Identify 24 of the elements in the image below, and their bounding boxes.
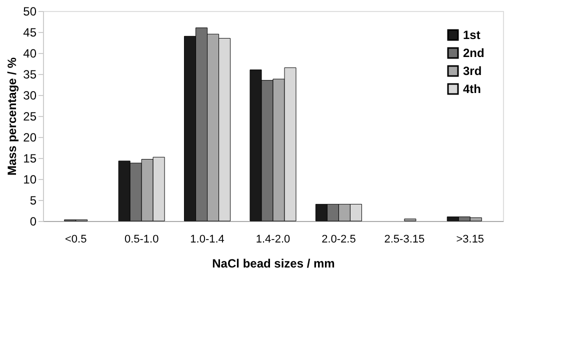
y-tick-label: 35 (23, 68, 37, 82)
y-tick-label: 15 (23, 152, 37, 166)
y-tick-label: 5 (30, 194, 37, 208)
y-tick-label: 20 (23, 130, 37, 144)
x-tick-label: 1.0-1.4 (190, 234, 224, 246)
y-axis-title: Mass percentage / % (5, 57, 20, 176)
x-tick-label: 2.5-3.15 (384, 234, 425, 246)
legend-label: 1st (463, 28, 480, 42)
y-tick-label: 30 (23, 88, 37, 102)
legend-label: 4th (463, 82, 481, 96)
y-tick-label: 45 (23, 26, 37, 40)
x-axis-title: NaCl bead sizes / mm (212, 256, 335, 270)
x-tick-label: 1.4-2.0 (256, 234, 290, 246)
x-tick-label: >3.15 (456, 234, 484, 246)
y-tick-label: 10 (23, 172, 37, 186)
y-tick-label: 25 (23, 110, 37, 124)
legend-label: 2nd (463, 46, 484, 60)
x-tick-label: 2.0-2.5 (322, 234, 356, 246)
x-tick-label: <0.5 (65, 234, 87, 246)
legend-label: 3rd (463, 64, 482, 78)
y-tick-label: 40 (23, 46, 37, 60)
y-tick-label: 0 (30, 214, 37, 228)
x-tick-label: 0.5-1.0 (124, 234, 159, 246)
y-tick-label: 50 (23, 4, 37, 18)
